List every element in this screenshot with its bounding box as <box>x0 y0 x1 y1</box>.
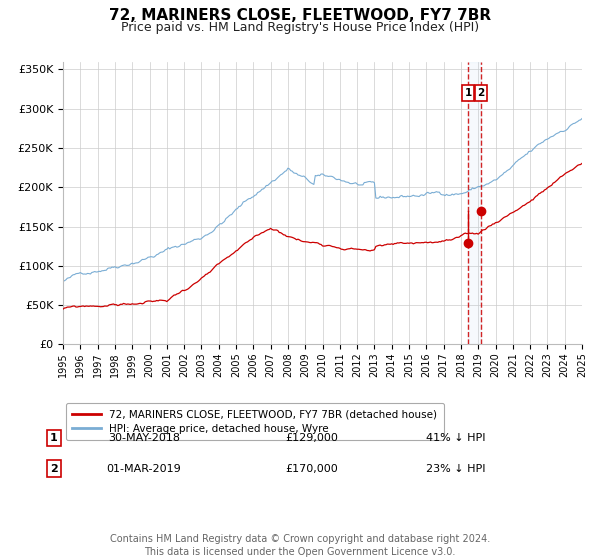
Text: £129,000: £129,000 <box>286 433 338 443</box>
Text: 2: 2 <box>50 464 58 474</box>
Text: 41% ↓ HPI: 41% ↓ HPI <box>426 433 486 443</box>
Text: 30-MAY-2018: 30-MAY-2018 <box>108 433 180 443</box>
Text: £170,000: £170,000 <box>286 464 338 474</box>
Text: 2: 2 <box>478 88 485 98</box>
Legend: 72, MARINERS CLOSE, FLEETWOOD, FY7 7BR (detached house), HPI: Average price, det: 72, MARINERS CLOSE, FLEETWOOD, FY7 7BR (… <box>65 403 443 440</box>
Text: 23% ↓ HPI: 23% ↓ HPI <box>426 464 486 474</box>
Text: 72, MARINERS CLOSE, FLEETWOOD, FY7 7BR: 72, MARINERS CLOSE, FLEETWOOD, FY7 7BR <box>109 8 491 24</box>
Text: Price paid vs. HM Land Registry's House Price Index (HPI): Price paid vs. HM Land Registry's House … <box>121 21 479 34</box>
Bar <box>468 62 481 344</box>
Text: 1: 1 <box>464 88 472 98</box>
Text: 01-MAR-2019: 01-MAR-2019 <box>107 464 181 474</box>
Text: Contains HM Land Registry data © Crown copyright and database right 2024.
This d: Contains HM Land Registry data © Crown c… <box>110 534 490 557</box>
Text: 1: 1 <box>50 433 58 443</box>
